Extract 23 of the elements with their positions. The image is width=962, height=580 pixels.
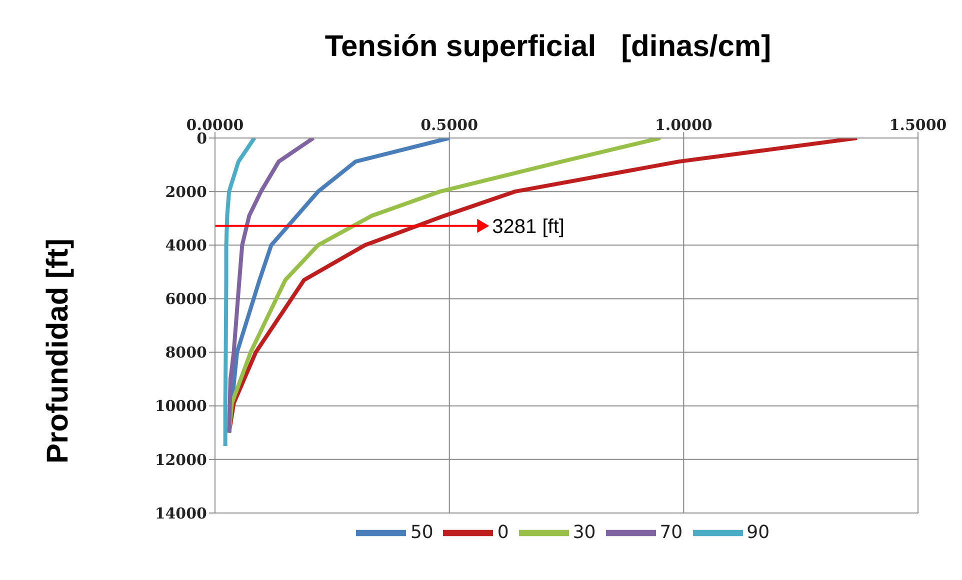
line-series xyxy=(227,138,860,435)
line-series xyxy=(223,138,256,448)
x-tick-label: 0.5000 xyxy=(420,116,478,134)
x-axis-title: Tensión superficial [dinas/cm] xyxy=(324,30,772,64)
legend-label: 0 xyxy=(497,522,509,543)
x-tick-label: 1.0000 xyxy=(654,116,712,134)
y-tick-label: 8000 xyxy=(165,344,207,362)
line-series xyxy=(227,138,662,435)
y-tick-label: 12000 xyxy=(154,450,207,469)
legend-label: 50 xyxy=(410,522,434,543)
y-tick-label: 10000 xyxy=(154,397,207,416)
legend-label: 90 xyxy=(746,522,770,543)
x-tick-label: 1.5000 xyxy=(889,116,947,134)
line-series xyxy=(227,138,316,435)
y-tick-label: 0 xyxy=(196,129,207,148)
y-tick-label: 4000 xyxy=(165,236,207,254)
legend-label: 30 xyxy=(572,522,596,543)
ref-line-label: 3281 [ft] xyxy=(492,216,564,238)
y-axis-title: Profundidad [ft] xyxy=(41,238,75,463)
y-tick-label: 14000 xyxy=(154,504,207,522)
y-tick-label: 6000 xyxy=(165,290,207,308)
y-tick-label: 2000 xyxy=(165,182,207,201)
legend-label: 70 xyxy=(660,522,683,543)
